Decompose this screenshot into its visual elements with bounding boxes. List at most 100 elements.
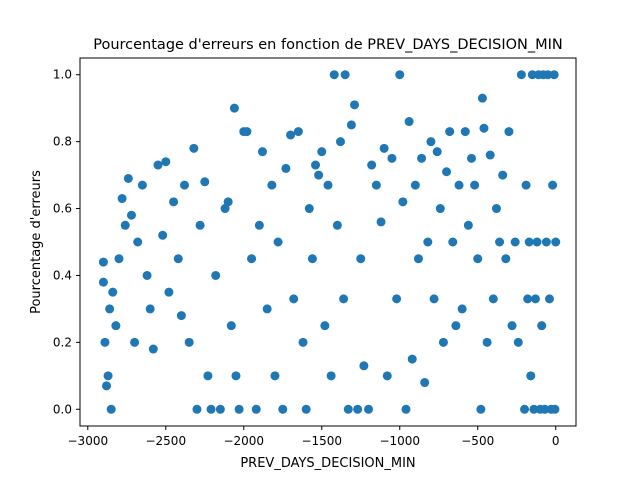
scatter-point: [463, 220, 473, 230]
scatter-point: [153, 160, 163, 170]
scatter-point: [445, 127, 455, 137]
scatter-point: [454, 180, 464, 190]
scatter-point: [516, 70, 526, 80]
scatter-point: [211, 270, 221, 280]
scatter-point: [495, 237, 505, 247]
scatter-point: [158, 230, 168, 240]
scatter-point: [120, 220, 130, 230]
scatter-point: [498, 170, 508, 180]
scatter-point: [524, 237, 534, 247]
scatter-point: [234, 404, 244, 414]
scatter-point: [329, 70, 339, 80]
scatter-point: [220, 204, 230, 214]
scatter-point: [286, 130, 296, 140]
scatter-point: [413, 254, 423, 264]
scatter-point: [231, 371, 241, 381]
scatter-point: [417, 153, 427, 163]
scatter-point: [289, 294, 299, 304]
scatter-point: [477, 93, 487, 103]
scatter-point: [407, 354, 417, 364]
scatter-point: [501, 254, 511, 264]
scatter-point: [387, 153, 397, 163]
scatter-point: [359, 361, 369, 371]
scatter-point: [507, 321, 517, 331]
y-tick-label: 1.0: [53, 68, 72, 82]
scatter-point: [320, 321, 330, 331]
scatter-point: [270, 371, 280, 381]
scatter-point: [510, 237, 520, 247]
scatter-point: [262, 304, 272, 314]
x-tick-label: −1000: [379, 434, 420, 448]
scatter-point: [335, 137, 345, 147]
scatter-point: [491, 204, 501, 214]
scatter-point: [307, 254, 317, 264]
scatter-point: [479, 123, 489, 133]
scatter-point: [544, 294, 554, 304]
x-tick-label: −1500: [301, 434, 342, 448]
scatter-point: [164, 287, 174, 297]
scatter-point: [103, 371, 113, 381]
y-tick-label: 0.2: [53, 335, 72, 349]
scatter-point: [473, 254, 483, 264]
scatter-point: [423, 237, 433, 247]
y-tick-label: 0.0: [53, 402, 72, 416]
scatter-point: [527, 70, 537, 80]
scatter-point: [541, 237, 551, 247]
scatter-point: [448, 237, 458, 247]
scatter-point: [346, 120, 356, 130]
scatter-point: [98, 277, 108, 287]
scatter-point: [311, 160, 321, 170]
x-tick-label: −2500: [145, 434, 186, 448]
scatter-point: [123, 173, 133, 183]
x-tick-label: −500: [461, 434, 494, 448]
axes: −3000 −2500 −2000 −1500 −1000 −500 0 0.0 0.2 0.4 0…: [53, 57, 577, 448]
scatter-point: [173, 254, 183, 264]
scatter-point: [537, 321, 547, 331]
scatter-point: [429, 294, 439, 304]
scatter-point: [435, 204, 445, 214]
scatter-point: [108, 287, 118, 297]
scatter-point: [223, 197, 233, 207]
scatter-point: [133, 237, 143, 247]
scatter-point: [467, 153, 476, 163]
scatter-point: [376, 217, 386, 227]
scatter-point: [395, 70, 405, 80]
scatter-points: [98, 70, 561, 414]
scatter-point: [105, 304, 115, 314]
scatter-point: [180, 180, 189, 190]
scatter-point: [540, 404, 550, 414]
scatter-point: [332, 220, 342, 230]
scatter-point: [200, 177, 210, 187]
y-tick-label: 0.6: [53, 202, 72, 216]
scatter-point: [550, 404, 560, 414]
scatter-point: [257, 147, 267, 157]
scatter-point: [551, 237, 561, 247]
scatter-point: [520, 404, 530, 414]
scatter-point: [267, 180, 277, 190]
x-axis-label: PREV_DAYS_DECISION_MIN: [240, 456, 415, 471]
scatter-point: [543, 70, 553, 80]
scatter-point: [392, 294, 402, 304]
scatter-point: [438, 337, 448, 347]
scatter-point: [111, 321, 121, 331]
scatter-point: [523, 294, 533, 304]
scatter-point: [404, 117, 414, 127]
scatter-point: [203, 371, 213, 381]
scatter-point: [102, 381, 112, 391]
scatter-point: [278, 404, 288, 414]
x-tick-label: −2000: [223, 434, 264, 448]
scatter-point: [398, 197, 408, 207]
scatter-point: [247, 254, 257, 264]
scatter-point: [451, 321, 461, 331]
scatter-point: [367, 160, 377, 170]
y-tick-label: 0.8: [53, 135, 72, 149]
scatter-point: [482, 337, 492, 347]
scatter-point: [410, 180, 420, 190]
scatter-point: [549, 70, 559, 80]
scatter-point: [432, 147, 442, 157]
scatter-point: [532, 237, 542, 247]
y-axis-label: Pourcentage d'erreurs: [29, 170, 44, 314]
scatter-point: [470, 180, 480, 190]
